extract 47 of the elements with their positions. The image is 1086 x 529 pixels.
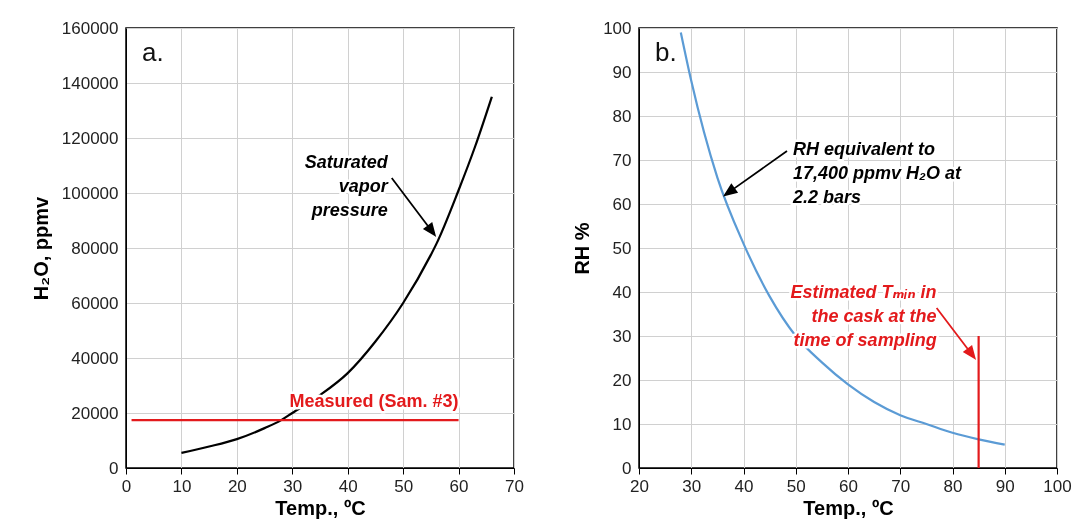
x-axis-title: Temp., ºC [275, 496, 366, 519]
x-tick-label: 40 [338, 476, 358, 496]
annotation: Saturated vapor pressure [304, 152, 389, 221]
y-tick-label: 90 [612, 62, 632, 82]
line-series [679, 31, 1006, 446]
chart-title: a. [142, 37, 164, 67]
x-tick-label: 30 [682, 476, 702, 496]
x-tick-label: 50 [394, 476, 414, 496]
y-tick-label: 160000 [61, 18, 119, 38]
x-tick-label: 70 [505, 476, 524, 496]
y-tick-label: 120000 [61, 128, 119, 148]
y-tick-label: 60 [612, 194, 632, 214]
x-tick-label: 0 [121, 476, 132, 496]
y-tick-label: 80000 [71, 238, 119, 258]
x-tick-label: 100 [1043, 476, 1072, 496]
x-tick-label: 60 [449, 476, 469, 496]
x-tick-label: 40 [734, 476, 754, 496]
y-tick-label: 30 [612, 326, 632, 346]
chart-title: b. [655, 37, 677, 67]
x-tick-label: 70 [891, 476, 911, 496]
x-tick-label: 20 [227, 476, 247, 496]
y-tick-label: 50 [612, 238, 632, 258]
y-tick-label: 100 [603, 18, 632, 38]
x-tick-label: 10 [172, 476, 192, 496]
y-tick-label: 40 [612, 282, 632, 302]
x-tick-label: 90 [995, 476, 1015, 496]
y-tick-label: 80 [612, 106, 632, 126]
y-axis-title: H₂O, ppmv [29, 195, 52, 301]
y-tick-label: 0 [622, 458, 632, 478]
line-series [180, 95, 493, 454]
y-axis-title: RH % [571, 222, 594, 275]
y-tick-label: 20000 [71, 403, 119, 423]
x-axis-title: Temp., ºC [803, 496, 894, 519]
x-tick-label: 30 [283, 476, 303, 496]
y-tick-label: 60000 [71, 293, 119, 313]
y-tick-label: 100000 [61, 183, 119, 203]
x-tick-label: 60 [839, 476, 858, 496]
y-tick-label: 140000 [61, 73, 119, 93]
y-tick-label: 40000 [71, 348, 119, 368]
y-tick-label: 70 [612, 150, 632, 170]
y-tick-label: 10 [612, 414, 632, 434]
x-tick-label: 20 [630, 476, 649, 496]
x-tick-label: 50 [786, 476, 806, 496]
annotation: RH equivalent to 17,400 ppmv H₂O at 2.2 bars [792, 139, 962, 207]
x-tick-label: 80 [943, 476, 963, 496]
y-tick-label: 0 [109, 458, 119, 478]
y-tick-label: 20 [612, 370, 632, 390]
